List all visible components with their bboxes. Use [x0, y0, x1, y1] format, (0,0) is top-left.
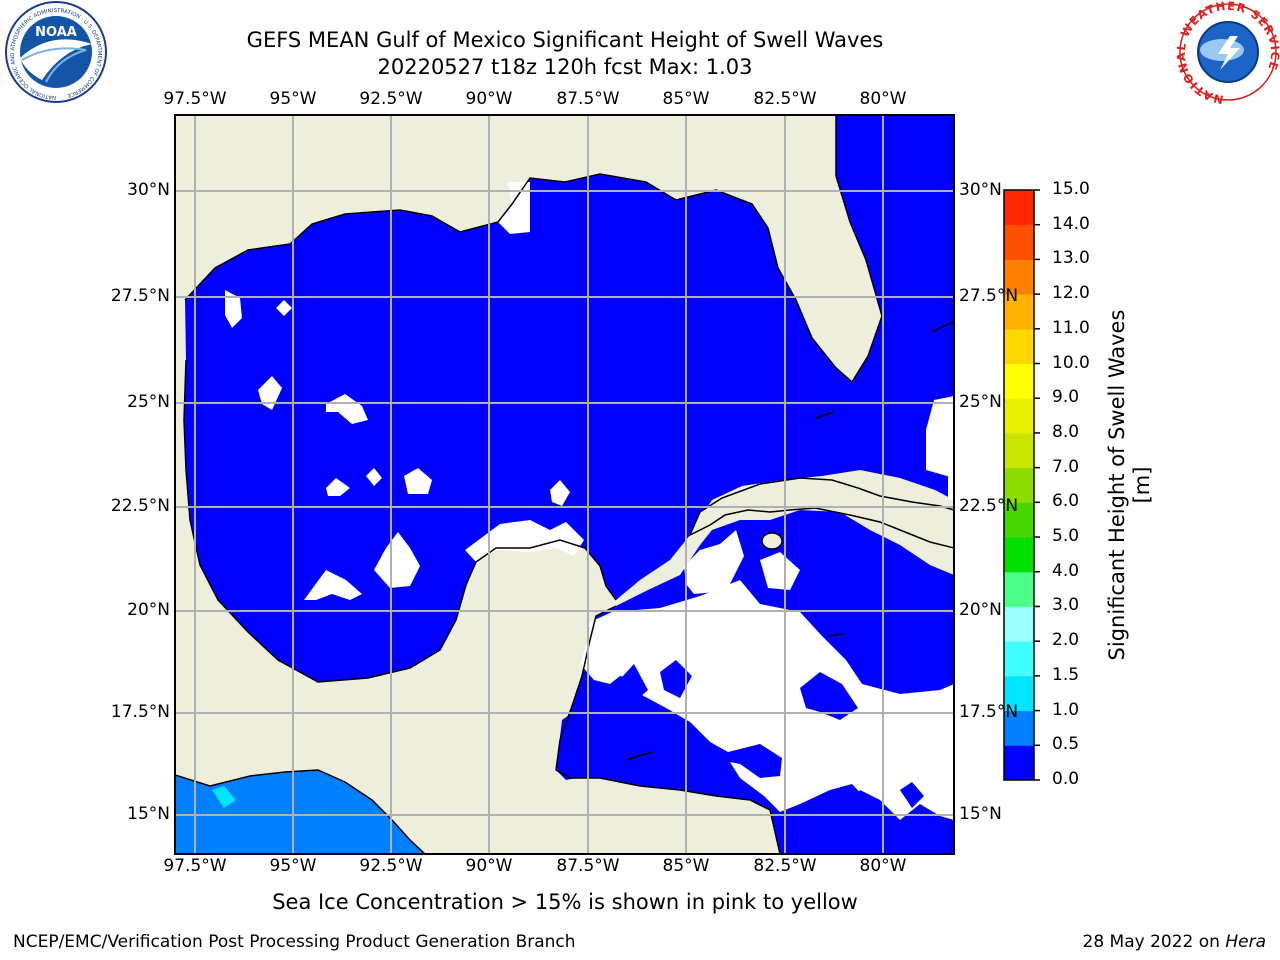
- lat-tick-label: 20°N: [959, 600, 1002, 620]
- colorbar-segment: [1004, 571, 1034, 607]
- lon-tick-label: 82.5°W: [753, 856, 817, 876]
- lat-tick-label: 17.5°N: [959, 702, 1019, 722]
- lon-tick-label: 92.5°W: [359, 856, 423, 876]
- lon-tick-label: 97.5°W: [163, 89, 227, 109]
- colorbar-segment: [1004, 537, 1034, 573]
- lon-tick-label: 80°W: [859, 89, 907, 109]
- lat-tick-label: 30°N: [959, 180, 1002, 200]
- colorbar-segment: [1004, 502, 1034, 538]
- colorbar-tick-label: 10.0: [1052, 352, 1090, 373]
- isla-juventud: [761, 532, 783, 550]
- lon-tick-label: 90°W: [465, 856, 513, 876]
- lon-tick-label: 82.5°W: [753, 89, 817, 109]
- lat-tick-label: 27.5°N: [110, 286, 170, 306]
- colorbar-tick-label: 0.0: [1052, 769, 1080, 789]
- colorbar: [1003, 189, 1040, 781]
- footer-credit: NCEP/EMC/Verification Post Processing Pr…: [13, 932, 576, 952]
- colorbar-label: Significant Height of Swell Waves [m]: [1105, 309, 1154, 661]
- map-title: GEFS MEAN Gulf of Mexico Significant Hei…: [246, 28, 884, 52]
- lat-tick-label: 25°N: [127, 392, 170, 412]
- colorbar-tick-label: 3.0: [1052, 595, 1080, 616]
- colorbar-segment: [1004, 467, 1034, 503]
- colorbar-tick-label: 9.0: [1052, 387, 1080, 408]
- colorbar-segment: [1004, 224, 1034, 260]
- lat-tick-label: 20°N: [127, 600, 170, 620]
- colorbar-tick-label: 7.0: [1052, 456, 1080, 477]
- colorbar-tick-label: 15.0: [1052, 179, 1090, 199]
- colorbar-segment: [1004, 259, 1034, 295]
- colorbar-segment: [1004, 328, 1034, 365]
- lon-tick-label: 90°W: [465, 89, 513, 109]
- colorbar-tick-label: 6.0: [1052, 491, 1080, 512]
- swell-blue-patches: [556, 660, 954, 854]
- lon-tick-label: 80°W: [859, 856, 907, 876]
- colorbar-tick-label: 13.0: [1052, 248, 1090, 269]
- colorbar-segment: [1004, 398, 1034, 434]
- colorbar-segment: [1004, 363, 1034, 399]
- colorbar-segment: [1004, 675, 1034, 712]
- no-data-patches: [225, 182, 954, 854]
- nws-logo: NATIONAL WEATHER SERVICE: [1174, 0, 1280, 107]
- map-subtitle: 20220527 t18z 120h fcst Max: 1.03: [377, 55, 753, 79]
- colorbar-frame: [1003, 189, 1035, 781]
- colorbar-segment: [1004, 745, 1034, 781]
- lon-tick-label: 85°W: [662, 856, 710, 876]
- colorbar-segment: [1004, 294, 1034, 330]
- colorbar-segment: [1004, 432, 1034, 469]
- graticule: [175, 115, 954, 854]
- lat-tick-label: 30°N: [127, 180, 170, 200]
- lon-tick-label: 85°W: [662, 89, 710, 109]
- colorbar-tick-label: 4.0: [1052, 560, 1080, 581]
- lat-tick-label: 15°N: [959, 804, 1002, 824]
- lat-tick-label: 22.5°N: [959, 496, 1019, 516]
- colorbar-segment: [1004, 710, 1034, 746]
- colorbar-tick-label: 14.0: [1052, 213, 1090, 234]
- cuba-land: [688, 477, 954, 549]
- colorbar-tick-label: 11.0: [1052, 317, 1090, 338]
- colorbar-tick-label: 1.5: [1052, 664, 1080, 685]
- colorbar-tick-label: 8.0: [1052, 421, 1080, 442]
- lat-tick-label: 17.5°N: [110, 702, 170, 722]
- gulf-ocean: [184, 115, 954, 682]
- map-frame: [174, 114, 955, 855]
- lon-tick-label: 87.5°W: [556, 89, 620, 109]
- colorbar-tick-label: 12.0: [1052, 283, 1090, 304]
- lon-tick-label: 95°W: [269, 856, 317, 876]
- noaa-wordmark: NOAA: [35, 25, 77, 40]
- noaa-logo: NOAA NATIONAL OCEANIC AND ATMOSPHERIC AD…: [5, 1, 107, 103]
- lat-tick-label: 15°N: [127, 804, 170, 824]
- colorbar-tick-label: 1.0: [1052, 699, 1080, 720]
- lat-tick-label: 25°N: [959, 392, 1002, 412]
- lon-tick-label: 92.5°W: [359, 89, 423, 109]
- colorbar-tick-label: 0.5: [1052, 734, 1080, 755]
- lon-tick-label: 97.5°W: [163, 856, 227, 876]
- colorbar-segment: [1004, 606, 1034, 642]
- sea-ice-note: Sea Ice Concentration > 15% is shown in …: [272, 890, 858, 914]
- colorbar-segment: [1004, 641, 1034, 677]
- pacific-cyan-patch: [212, 786, 236, 808]
- footer-host: Hera: [1225, 932, 1266, 952]
- colorbar-tick-label: 2.0: [1052, 630, 1080, 651]
- colorbar-segment: [1004, 190, 1034, 226]
- footer-date-text: 28 May 2022 on: [1082, 932, 1220, 952]
- lon-tick-label: 95°W: [269, 89, 317, 109]
- lon-tick-label: 87.5°W: [556, 856, 620, 876]
- map-area: [175, 115, 954, 854]
- colorbar-tick-label: 5.0: [1052, 526, 1080, 547]
- footer-date: 28 May 2022 on Hera: [1083, 932, 1267, 952]
- lat-tick-label: 27.5°N: [959, 286, 1019, 306]
- pacific-ocean: [175, 770, 425, 854]
- lat-tick-label: 22.5°N: [110, 496, 170, 516]
